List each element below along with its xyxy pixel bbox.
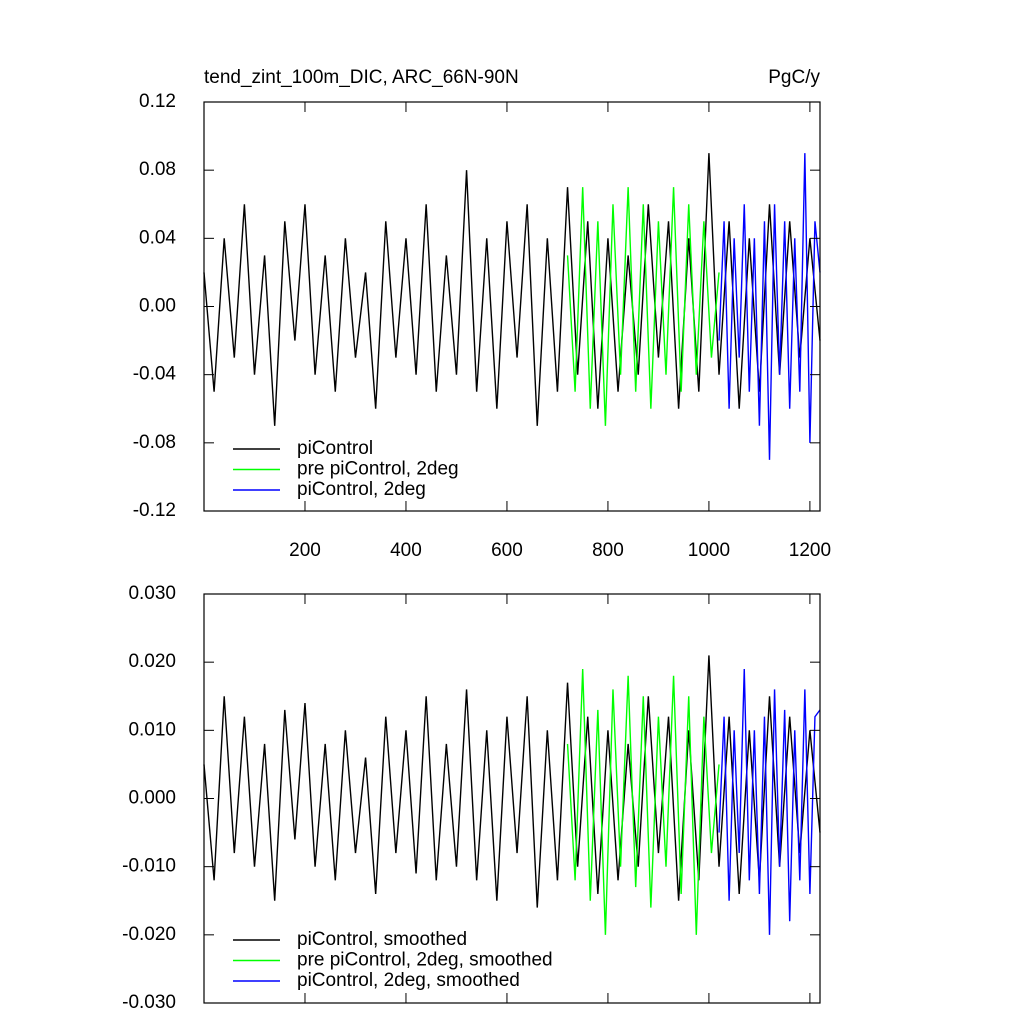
y-tick-label: 0.04 bbox=[139, 227, 176, 248]
legend-label: pre piControl, 2deg, smoothed bbox=[297, 950, 553, 971]
data-line bbox=[203, 153, 821, 426]
data-line bbox=[566, 187, 720, 426]
y-tick-label: -0.010 bbox=[122, 856, 176, 877]
y-tick-label: 0.020 bbox=[128, 651, 176, 672]
x-tick-label: 1200 bbox=[789, 540, 831, 561]
data-line bbox=[566, 668, 720, 935]
y-tick-label: 0.010 bbox=[128, 719, 176, 740]
data-line bbox=[718, 668, 821, 935]
y-tick-label: 0.12 bbox=[139, 91, 176, 112]
y-tick-label: -0.08 bbox=[133, 432, 176, 453]
x-tick-label: 1000 bbox=[688, 540, 730, 561]
y-tick-label: 0.08 bbox=[139, 159, 176, 180]
y-tick-label: -0.020 bbox=[122, 924, 176, 945]
legend-label: piControl bbox=[297, 438, 373, 459]
x-tick-label: 400 bbox=[390, 540, 422, 561]
y-tick-label: -0.030 bbox=[122, 992, 176, 1013]
units-label: PgC/y bbox=[768, 67, 820, 88]
data-line bbox=[203, 655, 821, 908]
y-tick-label: -0.12 bbox=[133, 500, 176, 521]
x-tick-label: 800 bbox=[592, 540, 624, 561]
y-tick-label: -0.04 bbox=[133, 364, 177, 385]
legend-label: piControl, 2deg, smoothed bbox=[297, 970, 520, 991]
legend-label: piControl, 2deg bbox=[297, 479, 426, 500]
x-tick-label: 200 bbox=[289, 540, 321, 561]
legend-label: piControl, smoothed bbox=[297, 929, 467, 950]
legend-label: pre piControl, 2deg bbox=[297, 459, 459, 480]
chart-title: tend_zint_100m_DIC, ARC_66N-90N bbox=[204, 67, 519, 88]
y-tick-label: 0.000 bbox=[128, 788, 176, 809]
y-tick-label: 0.00 bbox=[139, 296, 176, 317]
y-tick-label: 0.030 bbox=[128, 583, 176, 604]
data-line bbox=[718, 153, 821, 460]
x-tick-label: 600 bbox=[491, 540, 523, 561]
